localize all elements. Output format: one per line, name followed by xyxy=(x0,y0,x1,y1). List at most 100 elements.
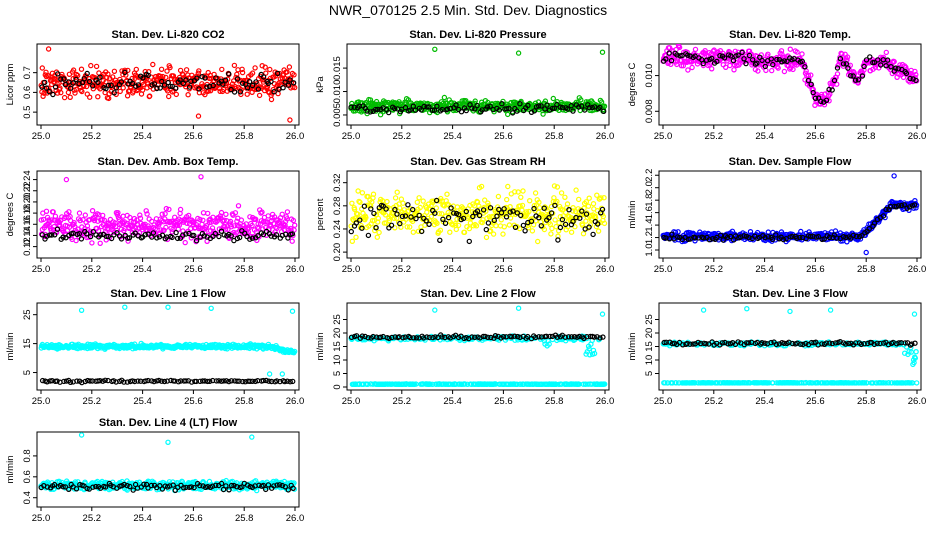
data-point-black xyxy=(663,56,669,62)
data-point-black xyxy=(237,89,243,95)
plot-frame xyxy=(658,170,922,259)
chart-title: Stan. Dev. Gas Stream RH xyxy=(410,156,546,168)
data-point-main xyxy=(883,49,890,56)
x-tick-label: 25.2 xyxy=(705,264,724,275)
data-point-main xyxy=(541,226,548,233)
data-point-black xyxy=(223,378,230,384)
data-point-main xyxy=(714,380,721,386)
chart-panel-p4: Stan. Dev. Amb. Box Temp.25.0 25.2 25.4 25.… xyxy=(5,156,304,275)
data-point-black xyxy=(199,378,206,384)
data-point-black xyxy=(418,107,424,113)
data-point-main xyxy=(244,91,250,97)
data-point-black xyxy=(500,334,507,340)
data-point-main xyxy=(353,234,359,240)
data-point-main xyxy=(75,226,81,232)
data-point-main xyxy=(39,65,46,71)
data-point-black xyxy=(76,230,83,237)
data-point-black xyxy=(225,71,232,77)
data-point-main xyxy=(689,64,695,71)
data-point-black xyxy=(287,77,293,83)
data-point-main xyxy=(414,199,420,205)
data-point-main xyxy=(861,380,868,386)
data-point-black xyxy=(348,104,354,110)
data-point-main xyxy=(883,380,889,386)
data-point-black xyxy=(458,108,465,115)
data-point-main xyxy=(384,198,390,205)
data-point-main xyxy=(93,63,100,70)
data-point-black xyxy=(244,85,251,91)
data-point-main xyxy=(365,381,371,387)
data-point-main xyxy=(500,231,506,237)
data-point-black xyxy=(145,377,151,384)
data-point-black xyxy=(501,206,507,212)
data-point-black xyxy=(70,80,76,86)
x-tick-label: 25.2 xyxy=(83,396,102,407)
data-point-black xyxy=(236,234,243,241)
plot-frame xyxy=(346,302,610,391)
data-point-main xyxy=(267,66,273,73)
data-point-black xyxy=(797,234,803,241)
data-point-black xyxy=(829,340,836,347)
x-tick-label: 25.0 xyxy=(654,396,673,407)
x-tick-label: 25.2 xyxy=(393,131,412,142)
data-point-main xyxy=(568,229,575,235)
data-point-black xyxy=(183,231,189,237)
data-point-main xyxy=(594,192,600,198)
data-point-main xyxy=(133,66,139,73)
data-point-black xyxy=(714,234,720,241)
data-point-main xyxy=(369,217,376,224)
data-point-main xyxy=(913,71,919,78)
data-point-black xyxy=(380,203,386,209)
data-point-black xyxy=(718,232,724,238)
data-point-main xyxy=(370,191,377,197)
data-point-black xyxy=(392,206,398,213)
data-point-black xyxy=(180,80,186,87)
data-point-black xyxy=(842,341,849,347)
data-point-outlier xyxy=(289,308,296,314)
data-point-black xyxy=(378,334,384,340)
data-point-main xyxy=(177,206,184,213)
data-point-black xyxy=(724,234,731,241)
data-point-main xyxy=(44,214,51,221)
data-point-outlier xyxy=(63,176,70,183)
data-point-black xyxy=(805,77,812,84)
data-point-black xyxy=(263,377,269,384)
data-point-black xyxy=(883,206,889,213)
data-point-black xyxy=(590,231,596,238)
data-point-main xyxy=(111,68,118,75)
data-point-main xyxy=(256,234,262,240)
data-point-main xyxy=(292,222,298,228)
data-point-main xyxy=(164,68,170,74)
data-point-main xyxy=(97,240,103,246)
data-point-main xyxy=(498,217,504,223)
data-point-black xyxy=(506,105,512,112)
data-point-black xyxy=(386,109,392,116)
data-point-main xyxy=(290,217,297,224)
data-point-main xyxy=(55,77,61,83)
data-point-black xyxy=(826,86,832,93)
data-point-black xyxy=(90,228,97,235)
data-point-black xyxy=(54,226,61,232)
chart-title: Stan. Dev. Li-820 Temp. xyxy=(729,29,851,41)
data-point-black xyxy=(268,378,275,385)
x-tick-label: 25.6 xyxy=(806,396,825,407)
data-point-main xyxy=(578,97,584,103)
data-point-main xyxy=(89,207,96,214)
data-point-main xyxy=(580,381,587,387)
data-point-black xyxy=(451,210,457,216)
data-point-black xyxy=(579,208,585,214)
x-tick-label: 25.6 xyxy=(494,396,513,407)
data-point-main xyxy=(289,238,295,244)
data-point-main xyxy=(221,217,227,223)
data-point-black xyxy=(140,75,146,81)
y-tick-label: 0.32 xyxy=(332,173,343,192)
data-point-black xyxy=(692,234,698,241)
data-point-black xyxy=(469,334,475,340)
data-point-main xyxy=(292,348,298,355)
data-point-main xyxy=(525,224,532,231)
data-point-main xyxy=(99,212,106,219)
data-point-main xyxy=(545,338,551,344)
data-point-black xyxy=(743,60,749,67)
